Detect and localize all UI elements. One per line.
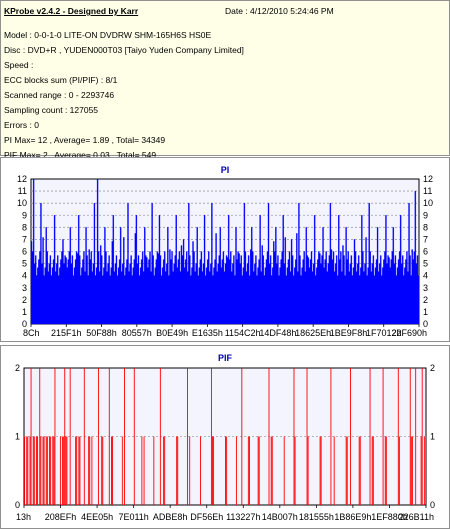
pif-summary: PIF Max= 2 , Average= 0.03 , Total= 549 bbox=[4, 150, 157, 160]
x-tick-label: E1635h bbox=[192, 328, 223, 338]
y-tick-label-left: 4 bbox=[22, 271, 27, 281]
x-tick-label: 14DF48h bbox=[259, 328, 296, 338]
y-tick-label-right: 0 bbox=[430, 500, 435, 510]
y-tick-label-right: 9 bbox=[423, 210, 428, 220]
y-tick-label-left: 5 bbox=[22, 259, 27, 269]
y-tick-label-left: 0 bbox=[22, 319, 27, 329]
y-tick-label-right: 7 bbox=[423, 234, 428, 244]
y-tick-label-left: 9 bbox=[22, 210, 27, 220]
x-tick-label: 1EF880h bbox=[371, 512, 408, 522]
drive-model: Model : 0-0-1-0 LITE-ON DVDRW SHM-165H6S… bbox=[4, 30, 212, 40]
y-tick-label-left: 6 bbox=[22, 247, 27, 257]
x-tick-label: 4EE05h bbox=[81, 512, 113, 522]
y-tick-label-left: 11 bbox=[18, 186, 27, 196]
x-tick-label: 1B86E9h bbox=[334, 512, 371, 522]
chart-title: PIF bbox=[218, 353, 233, 363]
scanned-range: Scanned range : 0 - 2293746 bbox=[4, 90, 115, 100]
y-tick-label-right: 2 bbox=[423, 295, 428, 305]
y-tick-label-left: 3 bbox=[22, 283, 27, 293]
y-tick-label-right: 1 bbox=[430, 432, 435, 442]
chart-title: PI bbox=[221, 165, 230, 175]
x-tick-label: 215F1h bbox=[51, 328, 82, 338]
scan-date: Date : 4/12/2010 5:24:46 PM bbox=[225, 6, 334, 16]
ecc-blocks: ECC blocks sum (PI/PIF) : 8/1 bbox=[4, 75, 118, 85]
pi-bars bbox=[30, 178, 420, 325]
x-tick-label: 22F690h bbox=[391, 328, 427, 338]
y-tick-label-right: 0 bbox=[423, 319, 428, 329]
y-tick-label-right: 10 bbox=[423, 198, 433, 208]
y-tick-label-left: 1 bbox=[15, 432, 20, 442]
y-tick-label-right: 1 bbox=[423, 307, 428, 317]
y-tick-label-right: 3 bbox=[423, 283, 428, 293]
y-tick-label-left: 0 bbox=[15, 500, 20, 510]
y-tick-label-left: 1 bbox=[22, 307, 27, 317]
sampling-count: Sampling count : 127055 bbox=[4, 105, 99, 115]
y-tick-label-right: 12 bbox=[423, 174, 433, 184]
pif-bars bbox=[24, 368, 425, 505]
x-tick-label: DF56Eh bbox=[190, 512, 223, 522]
pif-chart: PIF 0 0 1 1 2 2 13h 208EFh 4EE05h 7E011h ADBE8h DF56… bbox=[15, 353, 435, 522]
x-tick-label: 1F7012h bbox=[366, 328, 402, 338]
y-tick-label-right: 4 bbox=[423, 271, 428, 281]
x-tick-label: B0E49h bbox=[156, 328, 188, 338]
y-tick-label-right: 8 bbox=[423, 222, 428, 232]
x-tick-label: 50F88h bbox=[86, 328, 117, 338]
y-tick-label-right: 2 bbox=[430, 363, 435, 373]
y-tick-label-left: 2 bbox=[22, 295, 27, 305]
speed: Speed : bbox=[4, 60, 34, 70]
y-tick-label-right: 5 bbox=[423, 259, 428, 269]
x-tick-label: 8Ch bbox=[23, 328, 40, 338]
y-tick-label-left: 10 bbox=[17, 198, 27, 208]
y-tick-label-right: 11 bbox=[423, 186, 432, 196]
y-tick-label-left: 7 bbox=[22, 234, 27, 244]
pi-chart-panel: PI 0 0 1 1 2 2 3 3 4 4 5 5 6 6 7 7 8 8 9 9 10 10 11 11 12 12 8Ch 215… bbox=[0, 157, 450, 342]
x-tick-label: 7E011h bbox=[118, 512, 148, 522]
x-tick-label: 13h bbox=[16, 512, 31, 522]
y-tick-label-left: 12 bbox=[17, 174, 27, 184]
app-title: KProbe v2.4.2 - Designed by Karr bbox=[4, 6, 139, 16]
x-tick-label: 1154C2h bbox=[225, 328, 261, 338]
disc-info: Disc : DVD+R , YUDEN000T03 [Taiyo Yuden … bbox=[4, 45, 244, 55]
y-tick-label-left: 2 bbox=[15, 363, 20, 373]
info-panel: KProbe v2.4.2 - Designed by Karr Date : … bbox=[0, 0, 450, 160]
x-tick-label: 226B11h bbox=[399, 512, 434, 522]
x-tick-label: 1BE9F8h bbox=[330, 328, 368, 338]
x-tick-label: 181555h bbox=[299, 512, 334, 522]
x-tick-label: 113227h bbox=[226, 512, 260, 522]
errors: Errors : 0 bbox=[4, 120, 39, 130]
x-tick-label: 208EFh bbox=[45, 512, 77, 522]
y-tick-label-right: 6 bbox=[423, 247, 428, 257]
y-tick-label-left: 8 bbox=[22, 222, 27, 232]
x-tick-label: 80557h bbox=[122, 328, 152, 338]
pi-summary: PI Max= 12 , Average= 1.89 , Total= 3434… bbox=[4, 135, 166, 145]
x-tick-label: 14B007h bbox=[262, 512, 298, 522]
x-tick-label: ADBE8h bbox=[153, 512, 188, 522]
pif-chart-panel: PIF 0 0 1 1 2 2 13h 208EFh 4EE05h 7E011h ADBE8h DF56… bbox=[0, 345, 450, 529]
x-tick-label: 18625Eh bbox=[295, 328, 331, 338]
